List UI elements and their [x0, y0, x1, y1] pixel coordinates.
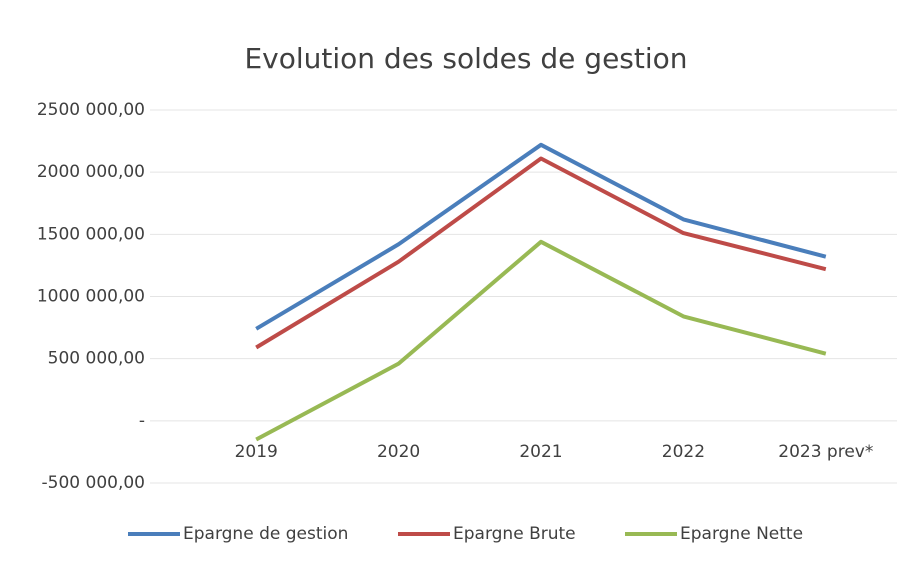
y-tick-label: -	[139, 411, 145, 431]
x-tick-label: 2023 prev*	[778, 442, 873, 462]
series-line	[255, 239, 827, 442]
series-line	[255, 142, 827, 331]
x-tick-label: 2021	[519, 442, 562, 462]
y-tick-label: -500 000,00	[42, 473, 145, 493]
y-tick-label: 1000 000,00	[37, 287, 145, 307]
x-tick-label: 2019	[235, 442, 278, 462]
legend-label: Epargne Nette	[680, 524, 803, 544]
y-tick-label: 2500 000,00	[37, 100, 145, 120]
series-line	[255, 156, 827, 350]
x-tick-label: 2022	[662, 442, 705, 462]
chart-title: Evolution des soldes de gestion	[244, 42, 687, 75]
x-tick-label: 2020	[377, 442, 420, 462]
y-tick-label: 2000 000,00	[37, 162, 145, 182]
y-tick-label: 500 000,00	[48, 349, 145, 369]
legend-label: Epargne de gestion	[183, 524, 348, 544]
legend-label: Epargne Brute	[453, 524, 576, 544]
y-tick-label: 1500 000,00	[37, 224, 145, 244]
